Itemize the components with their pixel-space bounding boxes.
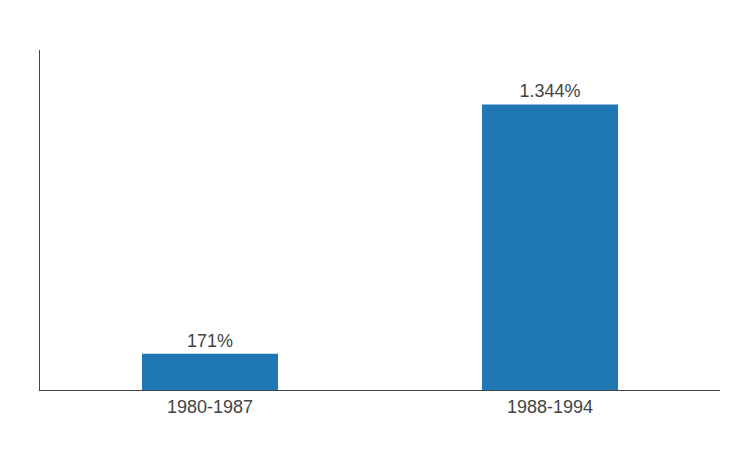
svg-text:1980-1987: 1980-1987 bbox=[167, 397, 253, 417]
svg-text:1.344%: 1.344% bbox=[519, 81, 580, 101]
svg-text:171%: 171% bbox=[187, 331, 233, 351]
svg-text:1988-1994: 1988-1994 bbox=[507, 397, 593, 417]
